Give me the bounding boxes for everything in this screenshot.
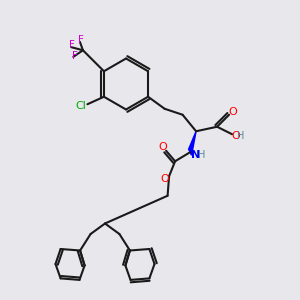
Text: O: O (160, 174, 169, 184)
Text: H: H (237, 131, 244, 141)
Text: Cl: Cl (75, 101, 86, 111)
Text: F: F (70, 40, 75, 50)
Text: O: O (229, 107, 237, 117)
Text: H: H (198, 150, 205, 160)
Text: F: F (79, 35, 84, 45)
Polygon shape (189, 131, 196, 155)
Text: O: O (159, 142, 167, 152)
Text: N: N (191, 150, 200, 160)
Text: F: F (72, 51, 77, 61)
Text: O: O (231, 131, 240, 141)
